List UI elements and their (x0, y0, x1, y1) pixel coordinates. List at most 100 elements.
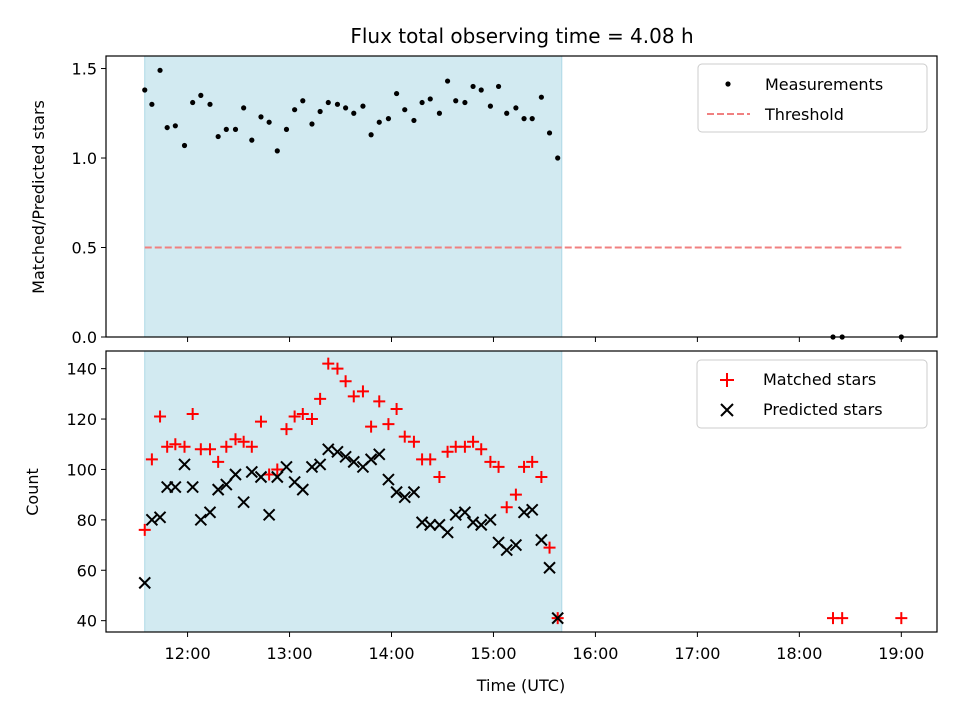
predicted-star-point (347, 455, 360, 469)
matched-star-point (288, 410, 301, 423)
measurement-point (149, 101, 155, 107)
matched-star-point (458, 440, 471, 453)
x-tick-label: 14:00 (368, 644, 414, 663)
legend-matched-label: Matched stars (763, 370, 876, 389)
measurement-point (444, 78, 451, 84)
predicted-star-point (543, 561, 556, 574)
matched-star-point (296, 408, 309, 421)
measurement-point (215, 133, 221, 140)
measurement-point (478, 87, 484, 93)
matched-star-point (154, 410, 167, 423)
bottom-y-tick-label: 120 (66, 410, 97, 429)
measurement-point (360, 103, 366, 109)
top-legend-box (697, 63, 928, 133)
bottom-y-tick-label: 100 (66, 460, 97, 479)
matched-star-point (322, 357, 335, 370)
matched-star-point (314, 392, 327, 405)
x-tick-label: 13:00 (266, 644, 312, 663)
predicted-star-point (398, 490, 411, 504)
x-tick-label: 15:00 (470, 644, 516, 663)
predicted-star-point (331, 445, 344, 459)
measurement-point (317, 108, 323, 115)
matched-star-point (186, 408, 199, 421)
bottom-y-axis-label: Count (23, 468, 42, 516)
bottom-axes-frame (105, 350, 938, 633)
measurement-point (393, 90, 400, 97)
matched-star-point (365, 420, 378, 433)
bottom-y-ticks: 40 60 80 100 120 140 (66, 360, 106, 631)
predicted-star-point (280, 460, 293, 474)
predicted-star-point (237, 496, 250, 509)
measurement-point (487, 103, 494, 109)
measurement-point (529, 116, 535, 122)
measurement-point (232, 126, 239, 132)
matched-star-point (535, 471, 548, 484)
measurement-point (470, 83, 476, 90)
matched-star-point (492, 460, 505, 473)
x-tick-label: 12:00 (165, 644, 211, 663)
matched-star-point (204, 443, 217, 456)
matched-star-point (526, 455, 539, 468)
measurement-point (292, 107, 298, 113)
matched-star-point (305, 413, 318, 426)
legend-threshold-label: Threshold (764, 105, 844, 124)
matched-star-point (339, 375, 352, 388)
x-axis-label: Time (UTC) (476, 676, 565, 695)
matched-star-point (254, 415, 267, 428)
predicted-star-point (390, 485, 403, 499)
predicted-star-point (449, 508, 462, 522)
matched-star-point (245, 440, 258, 453)
measurement-point (376, 119, 382, 125)
predicted-star-point (535, 533, 548, 547)
predicted-star-point (382, 473, 395, 486)
predicted-star-point (245, 465, 259, 479)
matched-star-point (467, 435, 480, 448)
legend-predicted-label: Predicted stars (763, 400, 883, 419)
predicted-star-point (305, 460, 319, 474)
predicted-star-point (153, 511, 167, 524)
matched-star-point (895, 612, 908, 625)
measurement-point (258, 114, 264, 120)
top-y-tick-label: 1.5 (72, 60, 97, 79)
bottom-panel: 40 60 80 100 120 140 12:00 13:00 14:00 15:00 16:0… (23, 350, 938, 695)
measurement-point (368, 132, 374, 138)
predicted-star-point (484, 513, 497, 527)
bottom-x-ticks: 12:00 13:00 14:00 15:00 16:00 17:00 18:00 19:00 (165, 632, 924, 663)
x-tick-label: 16:00 (572, 644, 618, 663)
measurement-point (402, 107, 408, 113)
matched-star-point (178, 440, 191, 453)
matched-star-point (229, 433, 242, 446)
matched-star-point (509, 488, 522, 501)
measurement-point (164, 124, 170, 131)
matched-star-point (424, 453, 437, 466)
matched-star-point (373, 395, 386, 408)
matched-star-point (433, 471, 446, 484)
measurement-point (513, 105, 519, 111)
predicted-star-point (254, 470, 268, 484)
matched-star-point (145, 453, 158, 466)
predicted-star-point (475, 518, 488, 532)
measurement-point (198, 92, 204, 98)
predicted-star-point (525, 503, 539, 516)
measurement-point (249, 137, 255, 143)
predicted-star-point (517, 506, 531, 519)
measurement-point (538, 94, 544, 100)
measurement-point (181, 142, 188, 149)
predicted-star-point (138, 576, 151, 590)
matched-star-point (212, 455, 225, 468)
measurement-point (504, 110, 510, 116)
measurement-point (157, 67, 163, 73)
measurement-point (172, 123, 178, 129)
measurement-point (495, 83, 502, 90)
top-y-tick-label: 0.0 (72, 328, 97, 347)
measurement-point (385, 116, 392, 122)
bottom-y-tick-label: 80 (77, 511, 97, 530)
predicted-star-point (415, 516, 429, 529)
matched-star-point (237, 435, 250, 448)
measurement-point (521, 116, 527, 122)
predicted-star-point (322, 443, 335, 456)
bottom-matched-layer (138, 357, 908, 625)
predicted-star-point (169, 480, 182, 494)
top-y-axis-label: Matched/Predicted stars (29, 100, 48, 294)
